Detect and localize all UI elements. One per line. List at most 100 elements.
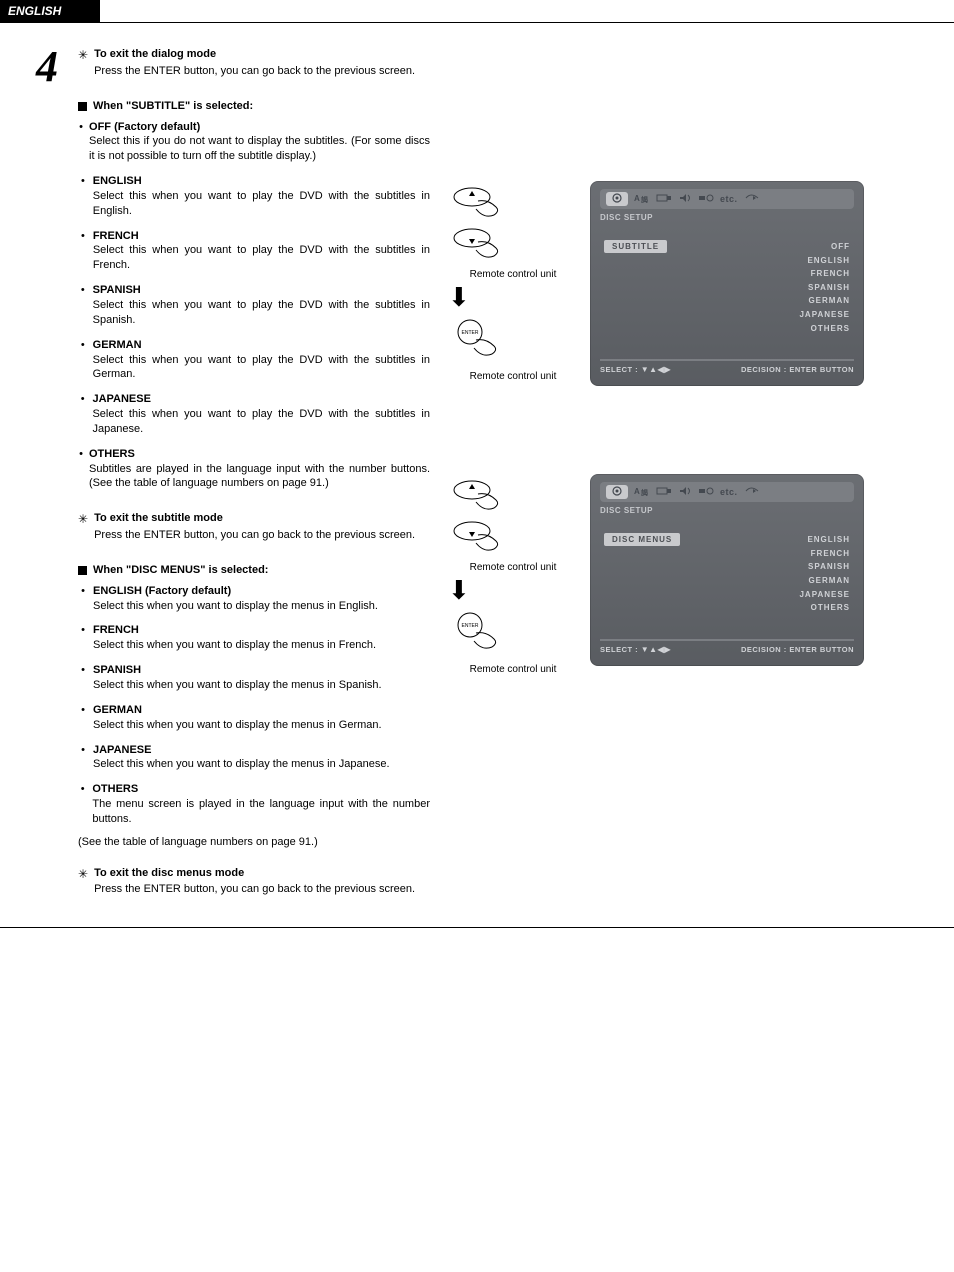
screen-title: DISC SETUP [600,506,854,515]
etc-label: etc. [720,487,738,497]
nav-arrows-icon: ▼▲◀▶ [641,645,671,654]
remote-down-button-illustration [448,515,578,556]
subtitle-item-label: JAPANESE [92,393,150,405]
exit-icon [744,193,760,205]
discmenus-item-label: SPANISH [93,664,141,676]
section-bullet-icon [78,566,87,575]
arrow-down-icon: ⬇ [448,284,578,310]
remote-down-button-illustration [448,222,578,263]
discmenus-item-label: JAPANESE [93,744,151,756]
screen-option: JAPANESE [799,588,850,602]
exit-dialog-body: Press the ENTER button, you can go back … [94,64,415,79]
discmenus-item-desc: Select this when you want to display the… [93,599,378,614]
remote-enter-button-illustration: ENTER [448,316,578,365]
footer-select: SELECT : [600,645,638,654]
screen-left-label: DISC MENUS [604,533,680,546]
screen-option: OTHERS [799,601,850,615]
svg-text:謁: 謁 [641,195,649,203]
ratings-icon [698,486,714,498]
discmenus-heading: When "DISC MENUS" is selected: [93,563,268,578]
discmenus-item-desc: Select this when you want to display the… [93,757,390,772]
step-number: 4 [30,47,64,87]
remote-enter-button-illustration: ENTER [448,609,578,658]
subtitle-heading: When "SUBTITLE" is selected: [93,99,253,114]
remote-label: Remote control unit [448,664,578,675]
remote-up-button-illustration [448,181,578,222]
subtitle-item-desc: Select this when you want to play the DV… [93,353,430,383]
svg-text:A: A [634,487,640,496]
bottom-divider [0,927,954,928]
discmenus-item-label: GERMAN [93,704,142,716]
screen-option: SPANISH [799,281,850,295]
screen-option: JAPANESE [799,308,850,322]
discmenus-item-desc: Select this when you want to display the… [93,638,376,653]
footer-select: SELECT : [600,365,638,374]
exit-subtitle-body: Press the ENTER button, you can go back … [94,528,415,543]
video-icon [656,193,672,205]
enter-label: ENTER [462,330,479,336]
disc-icon [606,485,628,499]
discmenus-item-label: ENGLISH (Factory default) [93,585,231,597]
screen-option: ENGLISH [799,254,850,268]
subtitle-item-desc: Select this when you want to play the DV… [93,243,430,273]
language-icon: A謁 [634,486,650,498]
subtitle-item-label: OTHERS [89,448,135,460]
exit-subtitle-title: To exit the subtitle mode [94,511,415,526]
screen-option: FRENCH [799,267,850,281]
remote-label: Remote control unit [448,562,578,573]
discmenus-item-desc: Select this when you want to display the… [93,678,382,693]
subtitle-item-label: FRENCH [93,230,139,242]
discmenus-item-label: OTHERS [92,783,138,795]
screen-left-label: SUBTITLE [604,240,667,253]
arrow-down-icon: ⬇ [448,577,578,603]
subtitle-item-label: GERMAN [93,339,142,351]
subtitle-item-label: ENGLISH [93,175,142,187]
exit-icon [744,486,760,498]
section-bullet-icon [78,102,87,111]
subtitle-item-label: SPANISH [93,284,141,296]
exit-discmenus-body: Press the ENTER button, you can go back … [94,882,415,897]
subtitle-item-desc: Select this when you want to play the DV… [92,407,430,437]
subtitle-item-desc: Select this when you want to play the DV… [93,189,430,219]
language-tab: ENGLISH [0,0,100,22]
screen-option: OTHERS [799,322,850,336]
audio-icon [678,193,692,205]
screen-option: OFF [799,240,850,254]
footer-decision: DECISION : ENTER BUTTON [741,645,854,654]
audio-icon [678,486,692,498]
note-icon: ✳ [78,47,88,83]
note-icon: ✳ [78,866,88,902]
remote-label: Remote control unit [448,371,578,382]
exit-dialog-title: To exit the dialog mode [94,47,415,62]
screen-option: GERMAN [799,574,850,588]
video-icon [656,486,672,498]
screen-subtitle: A謁 etc. DISC SETUP SUBTITLE OFF ENGLISH [590,181,864,386]
subtitle-item-label: OFF (Factory default) [89,121,200,133]
top-divider [0,22,954,23]
nav-arrows-icon: ▼▲◀▶ [641,365,671,374]
subtitle-item-desc: Select this when you want to play the DV… [93,298,430,328]
discmenus-item-desc: The menu screen is played in the languag… [92,797,430,827]
svg-text:ENTER: ENTER [462,623,479,629]
screen-option: FRENCH [799,547,850,561]
remote-up-button-illustration [448,474,578,515]
discmenus-item-desc: Select this when you want to display the… [93,718,382,733]
svg-text:謁: 謁 [641,488,649,496]
screen-option: GERMAN [799,294,850,308]
ratings-icon [698,193,714,205]
screen-option: ENGLISH [799,533,850,547]
note-icon: ✳ [78,511,88,547]
svg-text:A: A [634,194,640,203]
disc-icon [606,192,628,206]
screen-title: DISC SETUP [600,213,854,222]
etc-label: etc. [720,194,738,204]
discmenus-item-label: FRENCH [93,624,139,636]
remote-label: Remote control unit [448,269,578,280]
exit-discmenus-title: To exit the disc menus mode [94,866,415,881]
discmenus-note: (See the table of language numbers on pa… [78,835,430,850]
screen-option: SPANISH [799,560,850,574]
subtitle-item-desc: Subtitles are played in the language inp… [89,462,430,492]
footer-decision: DECISION : ENTER BUTTON [741,365,854,374]
subtitle-item-desc: Select this if you do not want to displa… [89,134,430,164]
language-icon: A謁 [634,193,650,205]
